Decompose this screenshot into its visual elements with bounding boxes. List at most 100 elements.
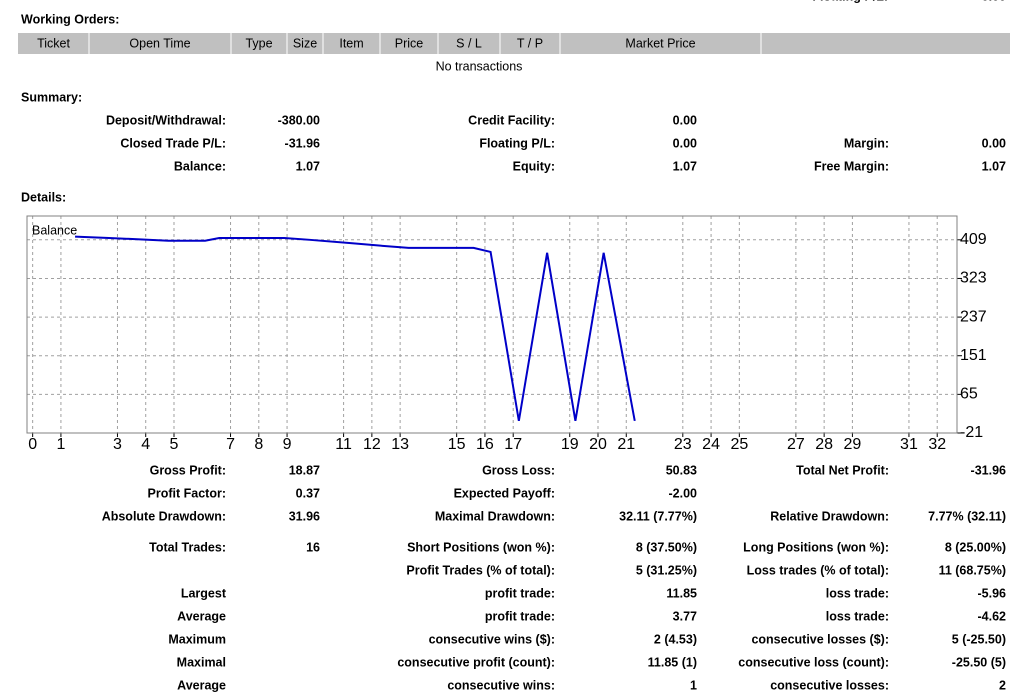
- column-header: Open Time: [129, 36, 190, 50]
- stat-value: -380.00: [278, 113, 320, 127]
- column-header: Type: [245, 36, 272, 50]
- stat-value: -31.96: [285, 136, 320, 150]
- x-tick-label: 20: [589, 436, 607, 453]
- header-label: Floating P/L:: [812, 0, 888, 3]
- x-tick-label: 9: [283, 436, 292, 453]
- stat-label: Short Positions (won %):: [407, 540, 555, 554]
- column-header: Ticket: [37, 36, 70, 50]
- stat-value: 2: [999, 678, 1006, 692]
- stat-value: -2.00: [669, 486, 698, 500]
- column-header: S / L: [456, 36, 482, 50]
- x-tick-label: 19: [561, 436, 579, 453]
- x-tick-label: 12: [363, 436, 381, 453]
- stat-label: consecutive profit (count):: [397, 655, 555, 669]
- column-header: Size: [293, 36, 317, 50]
- x-tick-label: 0: [28, 436, 37, 453]
- stat-value: 8 (25.00%): [945, 540, 1006, 554]
- stat-label: Gross Loss:: [482, 463, 555, 477]
- x-tick-label: 21: [617, 436, 635, 453]
- x-tick-label: 1: [56, 436, 65, 453]
- stat-label: Balance:: [174, 159, 226, 173]
- stat-value: 0.00: [982, 136, 1006, 150]
- x-tick-label: 17: [504, 436, 522, 453]
- x-tick-label: 29: [844, 436, 862, 453]
- orders-header-bg: [18, 33, 1010, 54]
- stat-label: Maximal Drawdown:: [435, 509, 555, 523]
- stat-label: Absolute Drawdown:: [102, 509, 226, 523]
- section-title: Working Orders:: [21, 12, 119, 26]
- stat-label: Deposit/Withdrawal:: [106, 113, 226, 127]
- stat-value: 1.07: [673, 159, 697, 173]
- x-tick-label: 16: [476, 436, 494, 453]
- x-tick-label: 13: [391, 436, 409, 453]
- stat-label: Long Positions (won %):: [743, 540, 889, 554]
- stat-value: 3.77: [673, 609, 697, 623]
- stat-value: 1.07: [296, 159, 320, 173]
- x-tick-label: 8: [254, 436, 263, 453]
- x-tick-label: 28: [815, 436, 833, 453]
- stat-value: 2 (4.53): [654, 632, 697, 646]
- stat-label: Average: [177, 678, 226, 692]
- stat-label: consecutive losses:: [770, 678, 889, 692]
- stat-label: Profit Factor:: [148, 486, 226, 500]
- stat-value: 8 (37.50%): [636, 540, 697, 554]
- stat-value: 0.37: [296, 486, 320, 500]
- stat-value: 11 (68.75%): [939, 563, 1006, 577]
- stat-label: Largest: [181, 586, 227, 600]
- stat-label: consecutive losses ($):: [751, 632, 889, 646]
- header-value: 0.00: [982, 0, 1006, 3]
- stat-label: Equity:: [513, 159, 555, 173]
- stat-value: -31.96: [971, 463, 1006, 477]
- stat-label: Margin:: [844, 136, 889, 150]
- stat-label: Floating P/L:: [479, 136, 555, 150]
- stat-label: loss trade:: [826, 586, 889, 600]
- stat-value: 11.85: [666, 586, 697, 600]
- stat-value: 31.96: [289, 509, 320, 523]
- stat-value: 1: [690, 678, 697, 692]
- stat-value: 16: [306, 540, 320, 554]
- series-label: Balance: [32, 223, 77, 237]
- x-tick-label: 5: [170, 436, 179, 453]
- stat-label: Profit Trades (% of total):: [406, 563, 555, 577]
- y-tick-label: 65: [960, 386, 978, 403]
- x-tick-label: 3: [113, 436, 122, 453]
- x-tick-label: 31: [900, 436, 918, 453]
- stat-label: Relative Drawdown:: [770, 509, 889, 523]
- empty-message: No transactions: [436, 59, 523, 73]
- column-header: Market Price: [625, 36, 695, 50]
- y-tick-label: 237: [960, 308, 987, 325]
- stat-value: 11.85 (1): [648, 655, 697, 669]
- stat-label: loss trade:: [826, 609, 889, 623]
- x-tick-label: 4: [141, 436, 150, 453]
- stat-label: Total Net Profit:: [796, 463, 889, 477]
- stat-value: 7.77% (32.11): [928, 509, 1006, 523]
- stat-label: Expected Payoff:: [454, 486, 555, 500]
- x-tick-label: 15: [448, 436, 466, 453]
- stat-label: Credit Facility:: [468, 113, 555, 127]
- stat-value: 32.11 (7.77%): [619, 509, 697, 523]
- stat-value: -5.96: [978, 586, 1007, 600]
- stat-label: Average: [177, 609, 226, 623]
- stat-label: profit trade:: [485, 586, 555, 600]
- stat-label: Loss trades (% of total):: [747, 563, 889, 577]
- stat-value: -25.50 (5): [952, 655, 1006, 669]
- y-tick-label: 151: [960, 347, 987, 364]
- stat-value: 50.83: [666, 463, 697, 477]
- x-tick-label: 11: [335, 436, 352, 453]
- x-tick-label: 24: [702, 436, 720, 453]
- stat-label: Gross Profit:: [150, 463, 226, 477]
- x-tick-label: 25: [730, 436, 748, 453]
- stat-label: consecutive wins:: [447, 678, 555, 692]
- stat-label: profit trade:: [485, 609, 555, 623]
- stat-value: 18.87: [289, 463, 320, 477]
- chart-frame: [26, 215, 958, 434]
- x-tick-label: 7: [226, 436, 235, 453]
- x-tick-label: 23: [674, 436, 692, 453]
- stat-label: Maximal: [177, 655, 226, 669]
- stat-value: 0.00: [673, 113, 697, 127]
- stat-label: Total Trades:: [149, 540, 226, 554]
- stat-value: 1.07: [982, 159, 1006, 173]
- section-title: Details:: [21, 190, 66, 204]
